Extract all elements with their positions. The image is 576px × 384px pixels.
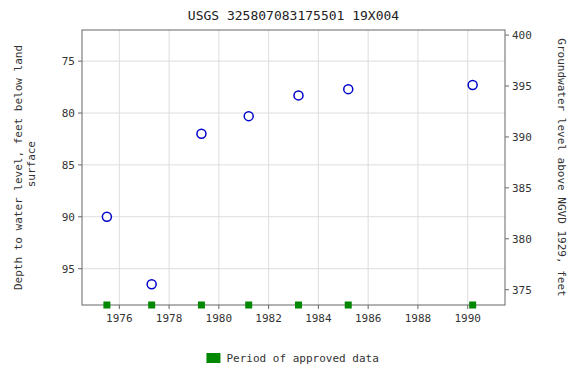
approved-marker: [345, 302, 352, 309]
x-tick-label: 1976: [106, 312, 133, 325]
y-tick: [78, 61, 82, 62]
x-tick: [417, 305, 418, 309]
approved-marker: [245, 302, 252, 309]
y2-tick-label: 400: [512, 29, 532, 42]
legend-swatch: [206, 353, 220, 363]
x-tick-label: 1990: [454, 312, 481, 325]
y-tick-label: 95: [62, 263, 75, 276]
y-tick-label: 85: [62, 159, 75, 172]
approved-marker: [469, 302, 476, 309]
approved-marker: [103, 302, 110, 309]
x-grid-line: [119, 30, 120, 305]
x-tick: [268, 305, 269, 309]
legend: Period of approved data: [206, 352, 378, 365]
x-grid-line: [268, 30, 269, 305]
approved-marker: [295, 302, 302, 309]
chart: 1976 1978 1980 1982 1984 1986 1988 1990 75 80 85 90…: [0, 0, 576, 384]
x-tick: [467, 305, 468, 309]
x-tick: [169, 305, 170, 309]
approved-marker: [148, 302, 155, 309]
y-tick-label: 90: [62, 211, 75, 224]
y-axis-label-line: Depth to water level, feet below land: [12, 45, 25, 290]
x-tick-label: 1988: [405, 312, 432, 325]
data-point: [344, 85, 353, 94]
approved-period-markers: [103, 302, 476, 309]
data-point: [197, 129, 206, 138]
data-point: [102, 212, 111, 221]
y2-tick-label: 390: [512, 131, 532, 144]
y-axis-label-line: surface: [25, 141, 38, 194]
data-point: [147, 280, 156, 289]
y2-tick: [505, 238, 509, 239]
y-grid-line: [82, 268, 505, 269]
y2-tick-label: 375: [512, 284, 532, 297]
data-point: [294, 91, 303, 100]
x-grid-line: [218, 30, 219, 305]
y-tick: [78, 113, 82, 114]
y2-tick: [505, 35, 509, 36]
y-tick-label: 80: [62, 107, 75, 120]
y2-tick-label: 395: [512, 80, 532, 93]
x-tick: [368, 305, 369, 309]
y-grid-line: [82, 61, 505, 62]
x-tick-label: 1986: [355, 312, 382, 325]
x-grid-line: [467, 30, 468, 305]
x-grid-line: [368, 30, 369, 305]
x-tick: [218, 305, 219, 309]
data-points: [102, 81, 477, 289]
plot-frame: [82, 30, 505, 305]
data-point: [468, 81, 477, 90]
y-tick: [78, 268, 82, 269]
y-grid-line: [82, 216, 505, 217]
legend-label: Period of approved data: [226, 352, 378, 365]
y2-tick: [505, 86, 509, 87]
approved-marker: [198, 302, 205, 309]
data-point: [244, 112, 253, 121]
x-tick-label: 1978: [156, 312, 183, 325]
y-grid-line: [82, 164, 505, 165]
y2-tick-label: 385: [512, 182, 532, 195]
grid: [82, 30, 505, 305]
y-tick: [78, 216, 82, 217]
x-grid-line: [318, 30, 319, 305]
y2-tick: [505, 136, 509, 137]
y-grid-line: [82, 113, 505, 114]
x-tick: [318, 305, 319, 309]
x-grid-line: [417, 30, 418, 305]
y-axis-label: Depth to water level, feet below land su…: [12, 45, 38, 290]
y-tick-label: 75: [62, 55, 75, 68]
x-tick-label: 1982: [255, 312, 282, 325]
x-grid-line: [169, 30, 170, 305]
y2-tick: [505, 187, 509, 188]
y2-axis-label: Groundwater level above NGVD 1929, feet: [555, 38, 568, 296]
y2-tick-label: 380: [512, 233, 532, 246]
y2-tick: [505, 289, 509, 290]
background: [0, 0, 576, 384]
x-tick-label: 1984: [305, 312, 332, 325]
title: USGS 325807083175501 19X004: [188, 8, 399, 23]
x-tick-label: 1980: [206, 312, 233, 325]
y-tick: [78, 164, 82, 165]
x-tick: [119, 305, 120, 309]
